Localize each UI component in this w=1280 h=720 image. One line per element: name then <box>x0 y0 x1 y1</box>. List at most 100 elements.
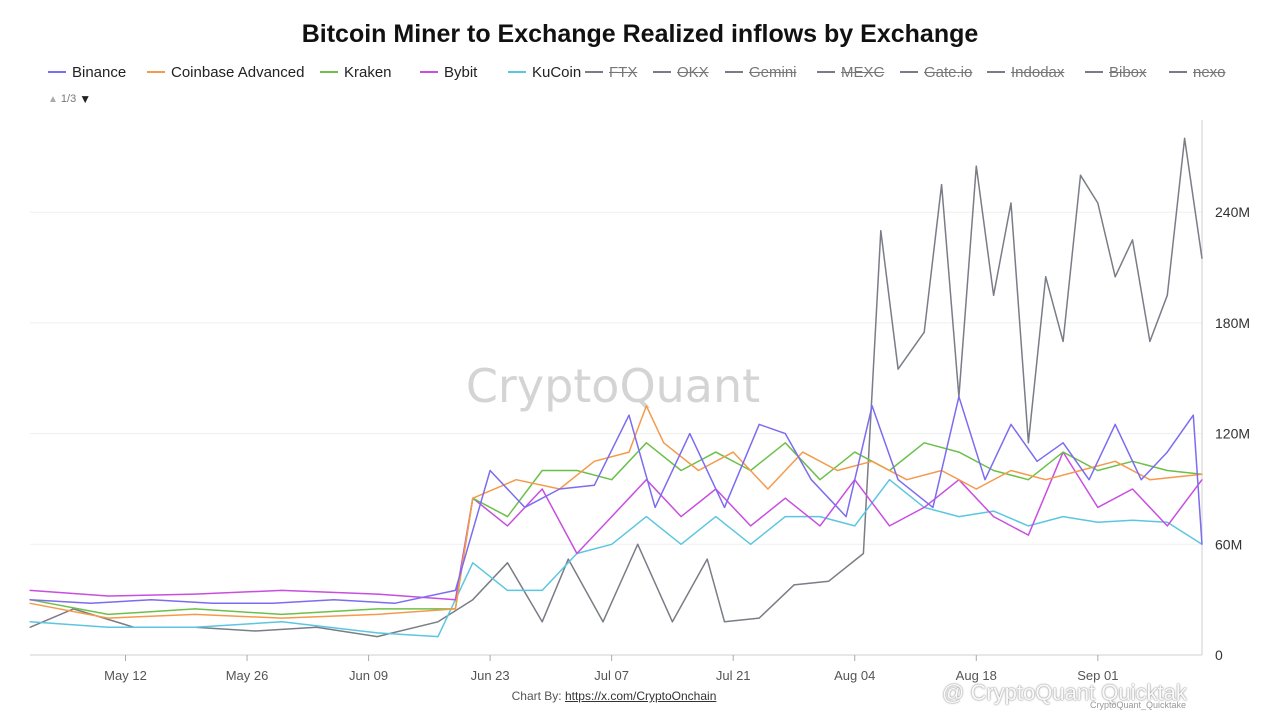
data-point <box>793 584 795 586</box>
data-point <box>880 230 882 232</box>
data-point <box>272 602 274 604</box>
legend-label: Bibox <box>1109 63 1147 81</box>
data-point <box>541 589 543 592</box>
data-point <box>1097 506 1099 508</box>
data-point <box>107 595 109 597</box>
data-point <box>333 599 335 601</box>
data-point <box>602 621 604 623</box>
legend-item-nexo[interactable]: nexo <box>1169 62 1226 82</box>
data-point <box>515 479 517 481</box>
series-line-bybit <box>29 451 1203 601</box>
x-tick-label: Aug 18 <box>956 668 997 683</box>
data-point <box>559 488 561 490</box>
x-tick-label: May 26 <box>226 668 269 683</box>
data-point <box>1027 534 1029 536</box>
data-point <box>932 506 934 508</box>
data-point <box>194 593 196 595</box>
series-line-coinbase-advanced <box>29 405 1203 619</box>
data-point <box>1079 469 1082 472</box>
data-point <box>750 525 752 527</box>
data-point <box>637 543 639 545</box>
data-point <box>958 451 960 453</box>
legend-item-mexc[interactable]: MEXC <box>817 62 884 82</box>
data-point <box>611 543 613 545</box>
data-point <box>645 442 648 444</box>
data-point <box>993 510 995 512</box>
data-point <box>975 488 977 490</box>
data-point <box>819 525 821 527</box>
data-point <box>506 516 509 518</box>
data-point <box>576 552 578 555</box>
legend-label: MEXC <box>841 63 885 81</box>
data-point <box>784 516 786 518</box>
legend-item-binance[interactable]: Binance <box>48 62 126 82</box>
data-point <box>1184 137 1186 139</box>
data-point <box>732 451 734 453</box>
legend-item-okx[interactable]: OKX <box>653 62 709 82</box>
data-point <box>854 525 856 527</box>
data-point <box>1010 469 1012 472</box>
legend-item-gemini[interactable]: Gemini <box>725 62 797 82</box>
data-point <box>611 479 613 481</box>
data-point <box>715 451 717 453</box>
data-point <box>663 442 665 444</box>
data-point <box>810 479 812 481</box>
legend-page-down-icon[interactable]: ▼ <box>79 92 92 106</box>
data-point <box>29 589 31 592</box>
legend-item-coinbase-advanced[interactable]: Coinbase Advanced <box>147 62 304 82</box>
legend-item-kucoin[interactable]: KuCoin <box>508 62 581 82</box>
x-tick-label: Aug 04 <box>834 668 875 683</box>
legend-item-bybit[interactable]: Bybit <box>420 62 477 82</box>
data-point <box>376 608 378 610</box>
legend-label: KuCoin <box>532 63 582 81</box>
data-point <box>1062 442 1064 444</box>
data-point <box>845 516 847 518</box>
y-tick-label: 240M <box>1215 204 1250 220</box>
data-point <box>376 593 378 595</box>
data-point <box>1045 479 1047 481</box>
legend-swatch <box>147 71 165 73</box>
chart-credit: Chart By: https://x.com/CryptoOnchain <box>0 689 1228 703</box>
data-point <box>1097 202 1099 204</box>
data-point <box>1027 442 1029 444</box>
data-point <box>1192 414 1194 416</box>
legend-label: Binance <box>72 63 127 81</box>
data-point <box>394 602 396 604</box>
data-point <box>1114 276 1116 278</box>
credit-prefix: Chart By: <box>511 689 565 703</box>
legend-swatch <box>585 71 603 73</box>
data-point <box>90 602 92 604</box>
legend-item-gate-io[interactable]: Gate.io <box>900 62 972 82</box>
data-point <box>454 608 456 610</box>
legend-swatch <box>48 71 66 73</box>
data-point <box>767 488 769 490</box>
data-point <box>723 621 726 623</box>
data-point <box>1201 479 1203 481</box>
data-point <box>1097 469 1099 472</box>
legend-item-ftx[interactable]: FTX <box>585 62 637 82</box>
data-point <box>506 589 509 592</box>
x-tick-label: Jul 07 <box>594 668 629 683</box>
legend-page-up-icon[interactable]: ▲ <box>48 93 58 105</box>
data-point <box>107 617 109 619</box>
data-point <box>150 599 153 601</box>
legend-page-indicator: 1/3 <box>60 93 77 105</box>
legend-item-bibox[interactable]: Bibox <box>1085 62 1147 82</box>
data-point <box>576 469 578 472</box>
data-point <box>628 451 630 453</box>
data-point <box>472 599 474 601</box>
credit-link[interactable]: https://x.com/CryptoOnchain <box>564 689 717 703</box>
data-point <box>472 497 474 499</box>
data-point <box>645 516 648 518</box>
data-point <box>888 525 891 527</box>
data-point <box>784 442 786 444</box>
legend-label: Gate.io <box>924 63 973 81</box>
legend-swatch <box>1169 71 1187 73</box>
legend-item-indodax[interactable]: Indodax <box>987 62 1064 82</box>
data-point <box>1088 479 1090 481</box>
data-point <box>376 632 378 634</box>
data-point <box>706 558 708 560</box>
y-tick-label: 180M <box>1215 315 1250 331</box>
legend-item-kraken[interactable]: Kraken <box>320 62 392 82</box>
data-point <box>697 469 700 472</box>
